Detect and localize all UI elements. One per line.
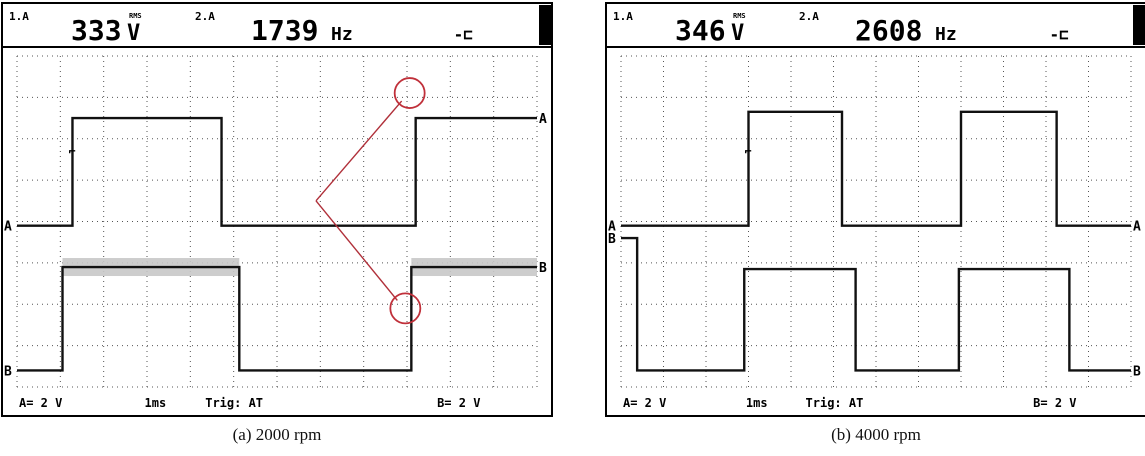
trace-b — [17, 265, 537, 372]
ch1-tag: 1.A — [613, 10, 633, 23]
ch2-tag: 2.A — [799, 10, 819, 23]
channel-b-right-marker: B — [539, 261, 547, 276]
trigger-point-marker: ⌐ — [68, 144, 75, 158]
oscilloscope-screen-b: 1.A 346 V RMS 2.A 2608 Hz -⊏ ⌐ A B A B A= 2 V 1ms Trig:… — [605, 2, 1145, 417]
channel-b-left-marker: B — [608, 232, 616, 247]
channel-a-right-marker: A — [1133, 220, 1141, 235]
annotation-circle — [393, 77, 426, 109]
trigger-mode-icon: -⊏ — [454, 25, 474, 44]
annotation-pointer-line — [315, 100, 403, 202]
footer-trigger: Trig: AT — [806, 396, 864, 410]
trace-b — [621, 236, 1131, 372]
channel-b-right-marker: B — [1133, 364, 1141, 379]
footer-b-range: B= 2 V — [437, 396, 480, 410]
grid — [16, 55, 538, 388]
footer-a-range: A= 2 V — [623, 396, 666, 410]
footer-timebase: 1ms — [746, 396, 768, 410]
annotation-circle — [389, 292, 422, 325]
channel-a-left-marker: A — [608, 220, 616, 235]
ch1-unit: V — [731, 21, 744, 46]
header-right-block — [539, 5, 551, 45]
scope-frame — [605, 2, 1145, 417]
scope-frame — [1, 2, 553, 417]
ch1-unit-sup: RMS — [733, 12, 746, 20]
channel-b-left-marker: B — [4, 364, 12, 379]
ch1-unit-sup: RMS — [129, 12, 142, 20]
ch2-tag: 2.A — [195, 10, 215, 23]
header-right-block — [1133, 5, 1145, 45]
footer-timebase: 1ms — [145, 396, 167, 410]
channel-a-left-marker: A — [4, 220, 12, 235]
ch2-value: 2608 — [855, 14, 922, 47]
trace-a — [17, 116, 537, 227]
trace-a — [621, 110, 1131, 227]
header-bar — [605, 2, 1145, 48]
trigger-point-marker: ⌐ — [745, 144, 752, 158]
footer-b-range: B= 2 V — [1033, 396, 1076, 410]
footer-a-range: A= 2 V — [19, 396, 62, 410]
ch1-unit: V — [127, 21, 140, 46]
ch2-unit: Hz — [331, 24, 353, 45]
trigger-mode-icon: -⊏ — [1049, 25, 1069, 44]
ch2-unit: Hz — [935, 24, 957, 45]
footer-trigger: Trig: AT — [205, 396, 263, 410]
ch2-value: 1739 — [251, 14, 318, 47]
header-bar — [1, 2, 553, 48]
annotation-pointer-line — [315, 200, 398, 301]
ch1-tag: 1.A — [9, 10, 29, 23]
channel-a-right-marker: A — [539, 112, 547, 127]
caption-b: (b) 4000 rpm — [831, 425, 921, 444]
caption-a: (a) 2000 rpm — [232, 425, 322, 444]
oscilloscope-screen-a: 1.A 333 V RMS 2.A 1739 Hz -⊏ ⌐ A B A B A= 2 V 1ms Trig:… — [1, 2, 553, 417]
ch1-value: 333 — [71, 14, 122, 47]
ch1-value: 346 — [675, 14, 726, 47]
